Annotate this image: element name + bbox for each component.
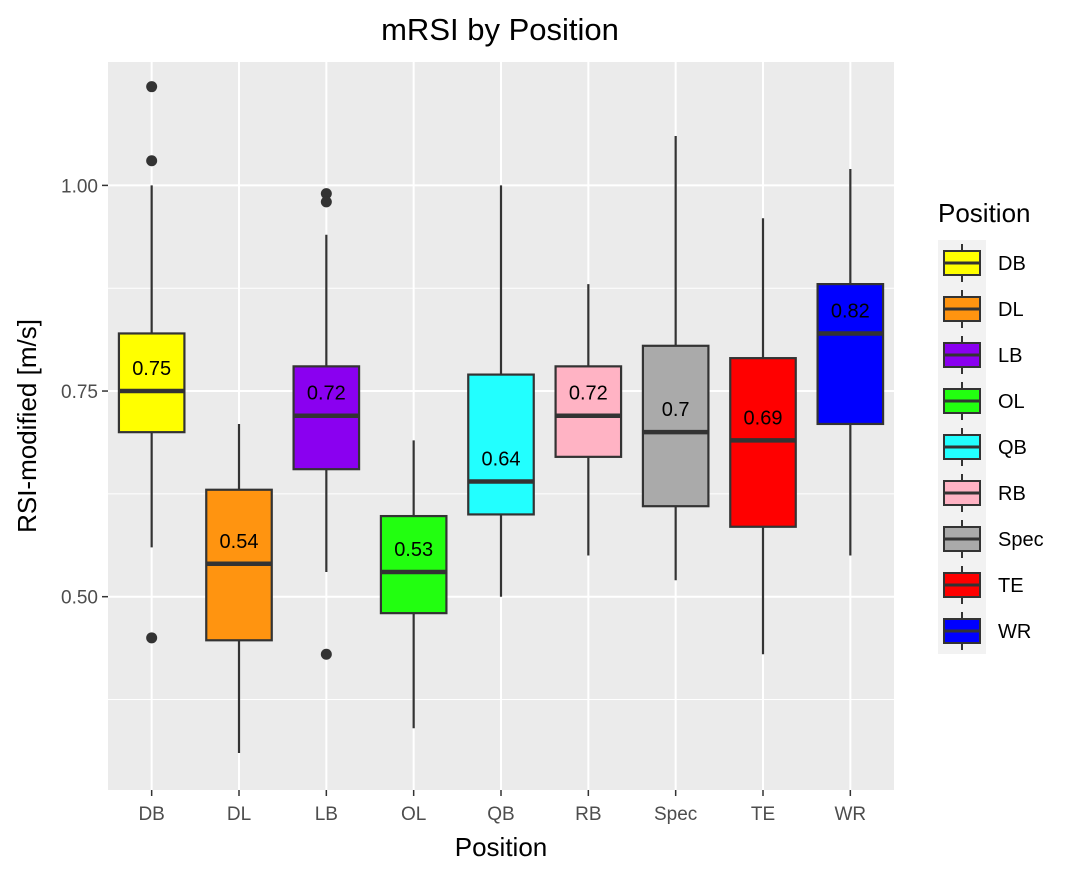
median-label: 0.64 bbox=[482, 449, 521, 471]
outlier-point bbox=[320, 196, 332, 208]
legend-label: DL bbox=[998, 299, 1024, 321]
box-body bbox=[554, 365, 623, 458]
chart-title: mRSI by Position bbox=[381, 12, 619, 47]
box-db: 0.75 bbox=[117, 81, 186, 644]
legend-items: DB DL LB OL QB RB Spec TE WR bbox=[943, 244, 1044, 650]
x-axis-title: Position bbox=[455, 832, 548, 862]
outlier-point bbox=[320, 188, 332, 200]
x-tick-label: OL bbox=[401, 804, 426, 825]
box-body bbox=[117, 332, 186, 434]
x-tick-label: QB bbox=[487, 804, 514, 825]
median-label: 0.82 bbox=[831, 300, 870, 322]
y-axis-title: RSI-modified [m/s] bbox=[12, 319, 42, 533]
median-label: 0.72 bbox=[307, 383, 346, 405]
y-tick-label: 0.75 bbox=[61, 382, 98, 403]
median-label: 0.75 bbox=[132, 358, 171, 380]
box-ol: 0.53 bbox=[379, 440, 448, 729]
legend-item-rb: RB bbox=[943, 474, 1026, 512]
legend-label: WR bbox=[998, 621, 1031, 643]
box-lb: 0.72 bbox=[292, 188, 361, 660]
legend-item-db: DB bbox=[943, 244, 1026, 282]
box-wr: 0.82 bbox=[816, 168, 885, 556]
x-tick-label: TE bbox=[751, 804, 775, 825]
outlier-point bbox=[146, 155, 158, 167]
x-tick-label: Spec bbox=[654, 804, 697, 825]
y-tick-label: 0.50 bbox=[61, 588, 98, 609]
x-tick-label: DB bbox=[138, 804, 164, 825]
x-axis: DB DL LB OL QB RB Spec TE WR bbox=[138, 790, 866, 825]
y-tick-label: 1.00 bbox=[61, 176, 98, 197]
x-tick-label: DL bbox=[227, 804, 251, 825]
x-tick-label: WR bbox=[835, 804, 867, 825]
box-dl: 0.54 bbox=[205, 423, 273, 753]
outlier-point bbox=[146, 632, 158, 644]
legend: Position DB DL LB OL QB RB Spec TE WR bbox=[938, 198, 1044, 654]
legend-label: QB bbox=[998, 437, 1027, 459]
legend-item-dl: DL bbox=[943, 290, 1024, 328]
outlier-point bbox=[320, 648, 332, 660]
median-label: 0.7 bbox=[662, 399, 690, 421]
legend-label: TE bbox=[998, 575, 1024, 597]
box-te: 0.69 bbox=[729, 218, 797, 655]
legend-label: RB bbox=[998, 483, 1026, 505]
box-spec: 0.7 bbox=[641, 136, 710, 581]
x-tick-label: LB bbox=[315, 804, 338, 825]
legend-item-te: TE bbox=[943, 566, 1024, 604]
legend-item-ol: OL bbox=[943, 382, 1025, 420]
box-body bbox=[641, 344, 710, 508]
box-body bbox=[816, 283, 885, 426]
legend-item-qb: QB bbox=[943, 428, 1027, 466]
median-label: 0.53 bbox=[394, 539, 433, 561]
box-body bbox=[467, 373, 535, 516]
legend-label: Spec bbox=[998, 529, 1044, 551]
outlier-point bbox=[146, 81, 158, 93]
legend-item-wr: WR bbox=[943, 612, 1031, 650]
legend-label: LB bbox=[998, 345, 1022, 367]
x-tick-label: RB bbox=[575, 804, 601, 825]
legend-label: DB bbox=[998, 253, 1026, 275]
y-axis: 0.50 0.75 1.00 bbox=[61, 176, 108, 609]
median-label: 0.72 bbox=[569, 383, 608, 405]
boxes-layer: 0.75 0.54 0.72 0.53 0.64 0.72 0.7 0.69 0.82 bbox=[117, 81, 885, 753]
median-label: 0.69 bbox=[744, 407, 783, 429]
legend-label: OL bbox=[998, 391, 1025, 413]
median-label: 0.54 bbox=[220, 531, 259, 553]
legend-title: Position bbox=[938, 198, 1031, 228]
box-rb: 0.72 bbox=[554, 284, 623, 556]
legend-item-spec: Spec bbox=[943, 520, 1044, 558]
box-qb: 0.64 bbox=[467, 185, 535, 597]
box-body bbox=[379, 514, 448, 615]
legend-item-lb: LB bbox=[943, 336, 1022, 374]
